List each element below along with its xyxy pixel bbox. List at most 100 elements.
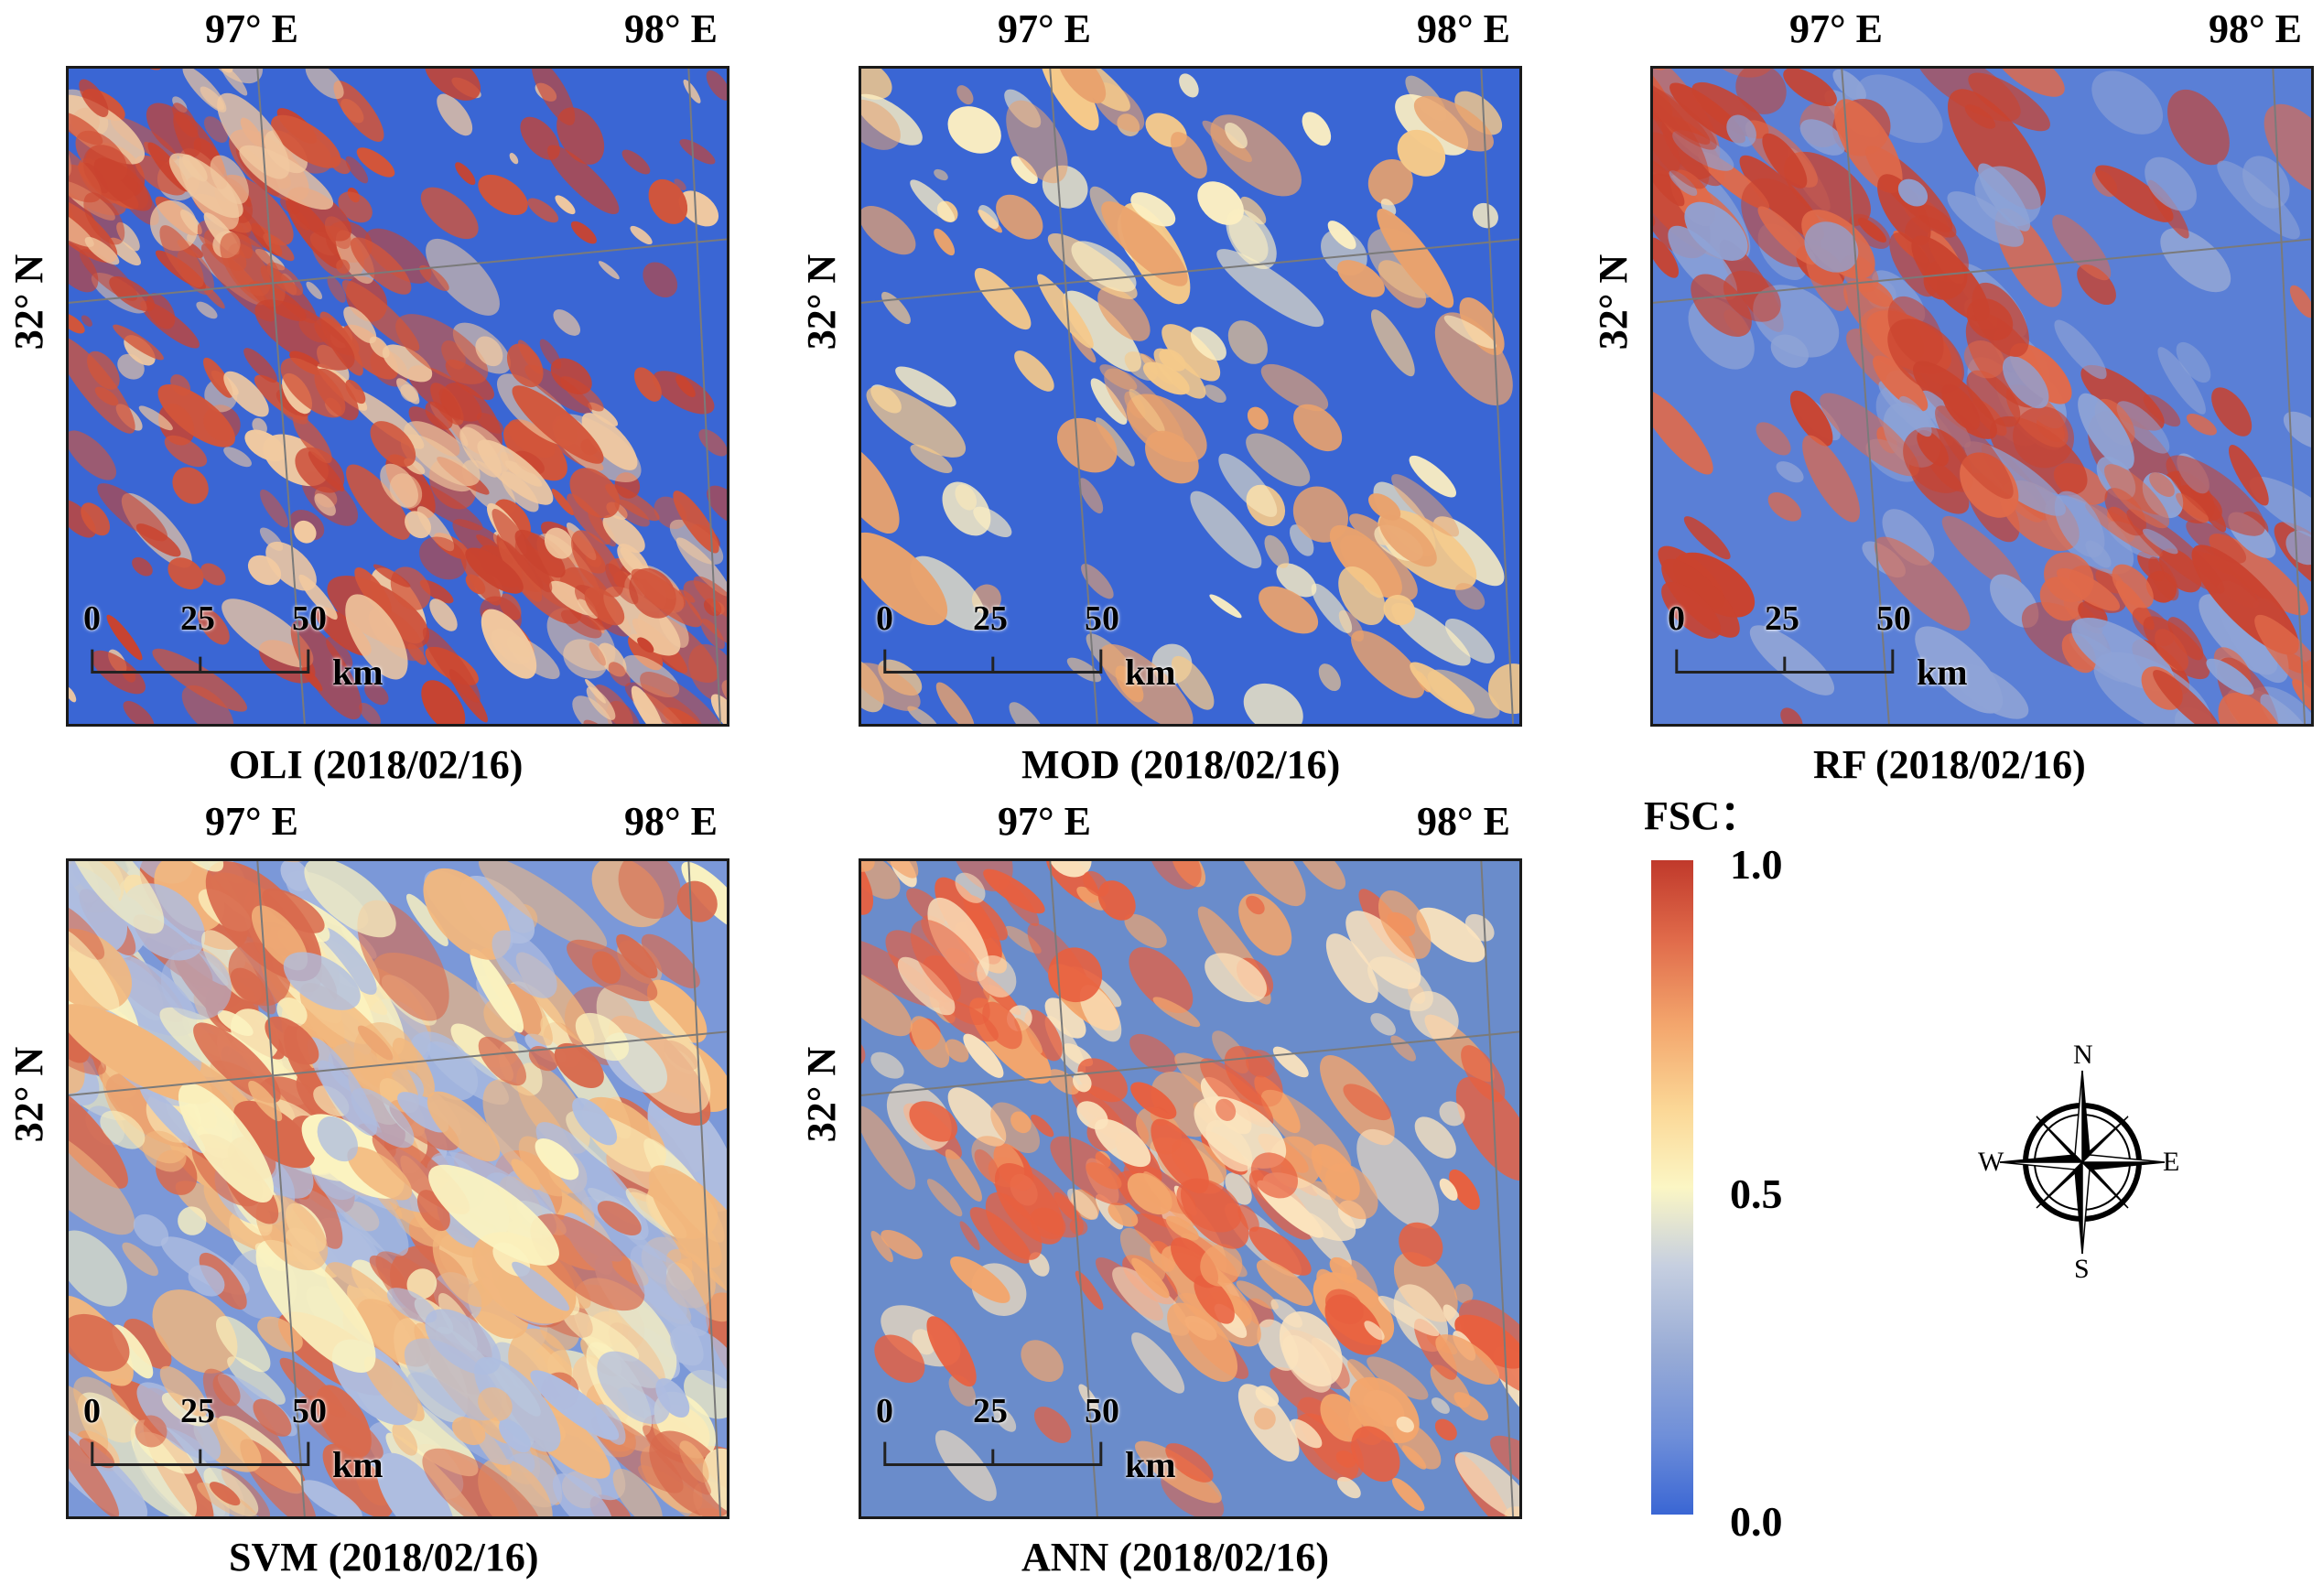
fsc-patch (135, 155, 187, 196)
fsc-patch (359, 702, 381, 724)
fsc-patch (1767, 491, 1802, 522)
fsc-patch (429, 598, 458, 631)
fsc-patch (69, 336, 135, 434)
fsc-patch (1669, 82, 1745, 144)
fsc-patch (620, 547, 646, 575)
longitude-label-97e: 97° E (998, 6, 1091, 51)
longitude-gridline (1841, 69, 1890, 724)
fsc-patch (84, 236, 120, 265)
fsc-patch (506, 343, 544, 388)
fsc-patch (1391, 474, 1460, 537)
fsc-patch (69, 1427, 120, 1516)
fsc-patch (1413, 1318, 1457, 1380)
fsc-patch (588, 509, 616, 547)
fsc-patch (1444, 618, 1496, 663)
longitude-gridline (1480, 69, 1515, 724)
fsc-patch (346, 464, 411, 540)
fsc-patch (343, 306, 377, 344)
fsc-patch (1343, 1084, 1391, 1121)
latitude-gridline (69, 238, 727, 304)
fsc-patch (994, 1163, 1064, 1245)
fsc-patch (679, 1440, 709, 1483)
fsc-patch (1216, 249, 1324, 328)
fsc-patch (254, 299, 355, 371)
scale-label-50: 50 (292, 599, 327, 638)
fsc-patch (421, 680, 466, 724)
fsc-patch (69, 1004, 213, 1105)
fsc-patch (1250, 1152, 1299, 1199)
fsc-patch (1255, 1386, 1280, 1407)
fsc-patch (230, 967, 267, 1005)
fsc-map-oli: 0 25 50 km (66, 66, 729, 727)
fsc-patch (1010, 156, 1038, 184)
fsc-patch (1151, 1118, 1209, 1193)
fsc-patch (861, 69, 892, 100)
fsc-patch (2153, 670, 2221, 724)
fsc-patch (670, 1325, 727, 1389)
fsc-patch (427, 1091, 501, 1162)
fsc-patch (354, 566, 392, 615)
fsc-patch (77, 1392, 198, 1516)
fsc-patch (1260, 1089, 1352, 1173)
fsc-patch (79, 79, 109, 117)
fsc-patch (1757, 206, 1816, 265)
fsc-patch (861, 441, 900, 534)
scale-bar (91, 1441, 310, 1466)
fsc-patch (1039, 69, 1099, 131)
fsc-patch (221, 598, 314, 668)
fsc-patch (203, 116, 228, 143)
longitude-gridline (256, 69, 306, 724)
fsc-patch (1834, 99, 1903, 193)
fsc-patch (123, 700, 155, 724)
fsc-patch (1097, 286, 1151, 341)
legend-title: FSC： (1644, 793, 1761, 838)
fsc-patch (426, 238, 500, 316)
fsc-patch (1031, 1115, 1054, 1138)
fsc-patch (424, 69, 481, 101)
fsc-patch (2078, 393, 2134, 469)
fsc-patch (280, 861, 310, 891)
fsc-patch (1254, 1407, 1276, 1430)
panel-caption: MOD (2018/02/16) (1021, 742, 1341, 787)
fsc-patch (1329, 524, 1402, 598)
fsc-patch (1726, 114, 1756, 147)
fsc-patch (253, 1398, 292, 1437)
fsc-patch (164, 435, 208, 468)
fsc-patch (2009, 343, 2072, 404)
fsc-patch (1669, 170, 1698, 197)
fsc-patch (643, 262, 678, 298)
fsc-patch (1124, 351, 1158, 381)
fsc-patch (993, 1406, 1017, 1432)
longitude-gridline (2272, 69, 2307, 724)
legend-tick-mid: 0.5 (1730, 1170, 1783, 1217)
fsc-patch (1410, 662, 1475, 715)
fsc-patch (1226, 209, 1277, 270)
fsc-patch (69, 313, 85, 334)
fsc-patch (1131, 1257, 1170, 1299)
fsc-patch (263, 232, 295, 262)
fsc-patch (572, 696, 613, 724)
fsc-patch (1338, 566, 1386, 626)
fsc-patch (985, 1192, 1043, 1260)
fsc-patch (544, 527, 574, 559)
fsc-patch (530, 1213, 645, 1311)
fsc-patch (1367, 159, 1413, 206)
fsc-patch (1234, 861, 1306, 907)
fsc-patch (870, 1051, 904, 1079)
compass-north-label: N (2073, 1040, 2093, 1070)
panel-caption: ANN (2018/02/16) (1021, 1535, 1330, 1580)
fsc-patch (1044, 998, 1086, 1039)
fsc-patch (1209, 594, 1242, 619)
fsc-patch (531, 69, 576, 125)
map-raster (69, 69, 727, 724)
fsc-patch (142, 1130, 187, 1172)
fsc-patch (1449, 1169, 1480, 1211)
fsc-patch (498, 540, 543, 602)
scale-label-25: 25 (973, 1392, 1008, 1430)
fsc-patch (1414, 1116, 1456, 1159)
latitude-gridline (69, 1030, 727, 1096)
fsc-patch (1148, 861, 1202, 890)
fsc-patch (1227, 320, 1268, 364)
fsc-patch (1276, 563, 1317, 598)
fsc-patch (597, 1351, 671, 1425)
